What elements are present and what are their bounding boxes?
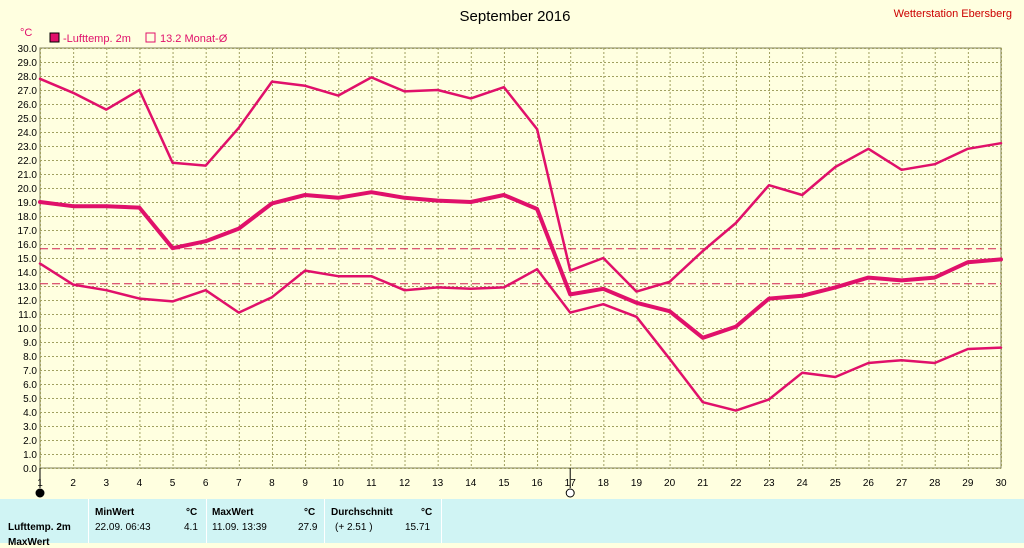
legend-label-monthly-mean: 13.2 Monat-Ø [160,33,228,45]
x-tick-label: 26 [863,478,875,489]
x-tick-label: 7 [236,478,242,489]
y-tick-label: 12.0 [18,296,38,307]
x-tick-label: 23 [763,478,775,489]
y-tick-label: 27.0 [18,86,38,97]
temperature-chart: September 2016 Wetterstation Ebersberg °… [0,0,1024,499]
column-divider [206,499,207,543]
y-tick-label: 16.0 [18,240,38,251]
series-line-max [38,76,1003,293]
y-tick-label: 22.0 [18,156,38,167]
x-tick-label: 3 [103,478,109,489]
y-tick-label: 5.0 [23,394,37,405]
x-tick-label: 29 [962,478,974,489]
y-tick-label: 29.0 [18,58,38,69]
x-tick-label: 30 [995,478,1007,489]
x-tick-label: 2 [70,478,76,489]
min-header: MinWert [95,507,135,518]
x-tick-label: 15 [498,478,510,489]
x-tick-label: 20 [664,478,676,489]
y-tick-labels: 0.0 1.0 2.0 3.0 4.0 5.0 6.0 7.0 8.0 9.0 10.0 11.0 12… [18,44,38,475]
y-tick-label: 23.0 [18,142,38,153]
grid [39,47,1002,469]
y-axis-unit: °C [20,27,32,39]
y-tick-label: 15.0 [18,254,38,265]
y-tick-label: 26.0 [18,100,38,111]
max-header: MaxWert [212,507,254,518]
y-tick-label: 4.0 [23,408,37,419]
max-value: 27.9 [298,522,318,533]
min-timestamp: 22.09. 06:43 [95,522,151,533]
column-divider [441,499,442,543]
y-tick-label: 8.0 [23,352,37,363]
legend-swatch-filled [49,32,60,43]
avg-value: 15.71 [405,522,431,533]
x-tick-label: 22 [730,478,742,489]
max-timestamp: 11.09. 13:39 [212,522,267,533]
y-tick-label: 20.0 [18,184,38,195]
x-tick-label: 19 [631,478,643,489]
y-tick-label: 0.0 [23,464,37,475]
legend: -Lufttemp. 2m 13.2 Monat-Ø [49,32,228,45]
moon-markers [35,468,575,498]
chart-title: September 2016 [460,8,571,25]
x-tick-label: 13 [432,478,444,489]
y-tick-label: 1.0 [23,450,37,461]
y-tick-label: 18.0 [18,212,38,223]
full-moon-icon [35,488,45,498]
y-tick-label: 11.0 [18,310,37,321]
x-tick-label: 14 [465,478,477,489]
x-tick-label: 24 [797,478,809,489]
x-tick-label: 21 [697,478,709,489]
x-tick-label: 9 [302,478,308,489]
y-tick-label: 25.0 [18,114,38,125]
y-tick-label: 30.0 [18,44,38,55]
x-tick-label: 5 [170,478,176,489]
series-lines [38,76,1003,412]
y-tick-label: 10.0 [18,324,38,335]
y-tick-label: 17.0 [18,226,38,237]
station-name: Wetterstation Ebersberg [894,8,1012,20]
max-unit: °C [304,507,316,518]
y-tick-label: 14.0 [18,268,38,279]
avg-unit: °C [421,507,433,518]
legend-label-temperature: -Lufttemp. 2m [63,33,131,45]
x-tick-label: 11 [366,478,377,489]
y-tick-label: 3.0 [23,422,37,433]
column-divider [88,499,89,543]
new-moon-icon [565,488,575,498]
y-tick-label: 7.0 [23,366,37,377]
y-tick-label: 13.0 [18,282,38,293]
y-tick-label: 6.0 [23,380,37,391]
y-tick-label: 19.0 [18,198,38,209]
y-tick-label: 21.0 [18,170,38,181]
x-tick-label: 27 [896,478,908,489]
avg-delta: (+ 2.51 ) [335,522,373,533]
avg-header: Durchschnitt [331,507,393,518]
legend-swatch-outline [145,32,156,43]
x-tick-label: 25 [830,478,842,489]
series-line-min [38,262,1003,412]
y-tick-label: 9.0 [23,338,37,349]
x-tick-label: 8 [269,478,275,489]
x-tick-label: 4 [137,478,143,489]
x-tick-label: 6 [203,478,209,489]
y-tick-label: 28.0 [18,72,38,83]
x-tick-label: 28 [929,478,941,489]
x-tick-label: 12 [399,478,411,489]
row-label: Lufttemp. 2m [8,522,71,533]
min-value: 4.1 [184,522,198,533]
y-tick-label: 24.0 [18,128,38,139]
chart-background [0,0,1024,499]
series-line-mean [38,190,1003,340]
x-tick-label: 16 [532,478,544,489]
x-tick-label: 10 [333,478,345,489]
statistics-table: MinWert °C MaxWert °C Durchschnitt °C Lu… [0,499,1024,548]
reference-lines [40,248,1001,285]
min-unit: °C [186,507,198,518]
column-divider [324,499,325,543]
x-tick-label: 18 [598,478,610,489]
y-tick-label: 2.0 [23,436,37,447]
